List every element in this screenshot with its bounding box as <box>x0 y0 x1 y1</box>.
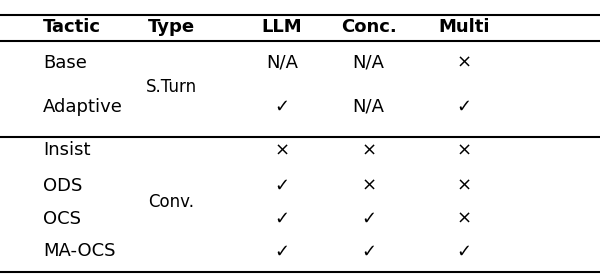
Text: N/A: N/A <box>353 54 385 72</box>
Text: ✓: ✓ <box>361 209 376 228</box>
Text: ✓: ✓ <box>361 242 376 260</box>
Text: ✓: ✓ <box>275 242 290 260</box>
Text: ×: × <box>457 209 472 228</box>
Text: ×: × <box>361 141 376 159</box>
Text: ×: × <box>361 177 376 195</box>
Text: ✓: ✓ <box>275 209 290 228</box>
Text: MA-OCS: MA-OCS <box>43 242 116 260</box>
Text: Adaptive: Adaptive <box>43 98 123 116</box>
Text: Type: Type <box>148 18 195 36</box>
Text: Conc.: Conc. <box>341 18 397 36</box>
Text: S.Turn: S.Turn <box>146 78 197 96</box>
Text: Tactic: Tactic <box>43 18 101 36</box>
Text: ✓: ✓ <box>275 177 290 195</box>
Text: N/A: N/A <box>266 54 298 72</box>
Text: ✓: ✓ <box>275 98 290 116</box>
Text: LLM: LLM <box>262 18 302 36</box>
Text: ✓: ✓ <box>457 98 472 116</box>
Text: ×: × <box>457 54 472 72</box>
Text: Base: Base <box>43 54 87 72</box>
Text: Multi: Multi <box>439 18 490 36</box>
Text: N/A: N/A <box>353 98 385 116</box>
Text: ✓: ✓ <box>457 242 472 260</box>
Text: Conv.: Conv. <box>149 193 194 211</box>
Text: OCS: OCS <box>43 209 81 228</box>
Text: ×: × <box>457 141 472 159</box>
Text: ×: × <box>275 141 290 159</box>
Text: ×: × <box>457 177 472 195</box>
Text: Insist: Insist <box>43 141 91 159</box>
Text: ODS: ODS <box>43 177 83 195</box>
